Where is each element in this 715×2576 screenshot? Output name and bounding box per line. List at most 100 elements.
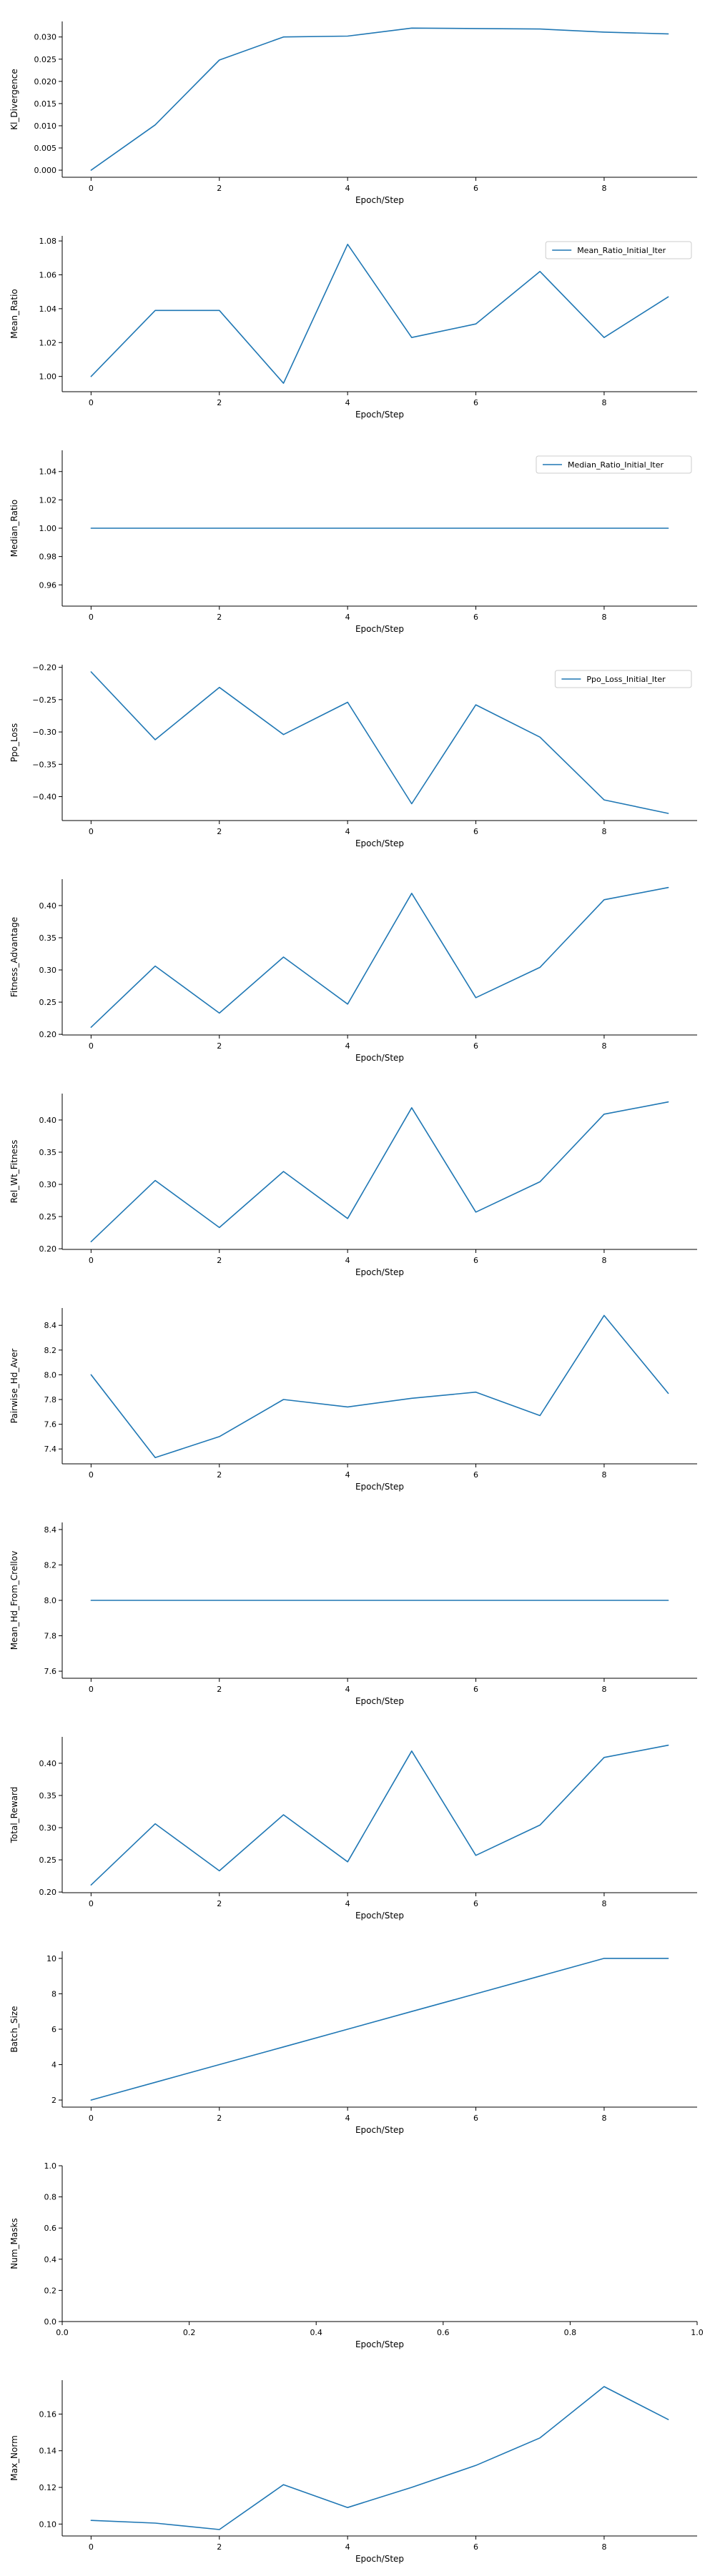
series-line <box>91 1315 668 1457</box>
x-tick-label: 8 <box>601 398 606 407</box>
y-tick-label: 0.005 <box>34 144 57 153</box>
y-tick-label: 0.0 <box>44 2317 57 2327</box>
y-tick-label: 0.25 <box>39 1856 57 1865</box>
x-tick-label: 1.0 <box>691 2328 704 2337</box>
x-tick-label: 2 <box>217 398 222 407</box>
x-tick-label: 2 <box>217 613 222 622</box>
x-tick-label: 6 <box>473 1899 478 1908</box>
x-tick-label: 8 <box>601 1470 606 1480</box>
y-axis-label: Rel_Wt_Fitness <box>9 1140 19 1204</box>
y-axis-label: Total_Reward <box>9 1787 19 1844</box>
x-axis-label: Epoch/Step <box>355 838 404 848</box>
y-tick-label: 6 <box>51 2025 56 2034</box>
x-tick-label: 0 <box>89 1685 94 1694</box>
y-tick-label: 0.40 <box>39 1759 57 1768</box>
y-tick-label: 0.000 <box>34 166 57 175</box>
x-axis-label: Epoch/Step <box>355 1267 404 1277</box>
y-tick-label: 0.25 <box>39 998 57 1007</box>
y-tick-label: 0.16 <box>39 2409 57 2419</box>
y-tick-label: 1.00 <box>39 372 57 382</box>
x-tick-label: 2 <box>217 1899 222 1908</box>
x-tick-label: 2 <box>217 1470 222 1480</box>
y-tick-label: 0.12 <box>39 2483 57 2492</box>
y-tick-label: 0.30 <box>39 1180 57 1189</box>
y-tick-label: 0.30 <box>39 966 57 975</box>
x-tick-label: 6 <box>473 398 478 407</box>
x-axis-label: Epoch/Step <box>355 1053 404 1063</box>
y-axis-label: Batch_Size <box>9 2006 19 2052</box>
series-line <box>91 28 668 170</box>
x-axis-label: Epoch/Step <box>355 1696 404 1706</box>
y-tick-label: 0.20 <box>39 1030 57 1039</box>
x-tick-label: 8 <box>601 184 606 193</box>
x-tick-label: 0.2 <box>183 2328 196 2337</box>
series-line <box>91 244 668 383</box>
x-axis-label: Epoch/Step <box>355 410 404 420</box>
x-tick-label: 4 <box>345 398 350 407</box>
x-tick-label: 8 <box>601 1256 606 1265</box>
x-tick-label: 2 <box>217 1685 222 1694</box>
y-tick-label: −0.20 <box>32 663 56 673</box>
x-axis-label: Epoch/Step <box>355 1911 404 1921</box>
y-tick-label: 1.00 <box>39 524 57 533</box>
x-tick-label: 2 <box>217 2114 222 2123</box>
y-tick-label: 0.40 <box>39 901 57 911</box>
y-tick-label: 1.02 <box>39 338 57 347</box>
y-tick-label: 0.35 <box>39 1148 57 1157</box>
x-tick-label: 6 <box>473 1685 478 1694</box>
series-line <box>91 1958 668 2100</box>
x-tick-label: 8 <box>601 2114 606 2123</box>
x-tick-label: 0 <box>89 2114 94 2123</box>
x-tick-label: 2 <box>217 827 222 836</box>
y-tick-label: 7.4 <box>44 1445 57 1454</box>
x-tick-label: 4 <box>345 1470 350 1480</box>
y-tick-label: 0.6 <box>44 2224 57 2233</box>
y-tick-label: 0.015 <box>34 99 57 109</box>
x-tick-label: 4 <box>345 1256 350 1265</box>
x-tick-label: 0.6 <box>437 2328 450 2337</box>
x-tick-label: 4 <box>345 2542 350 2552</box>
y-axis-label: Mean_Ratio <box>9 289 19 339</box>
x-tick-label: 8 <box>601 1041 606 1051</box>
y-tick-label: 1.04 <box>39 304 57 314</box>
y-tick-label: 0.14 <box>39 2447 57 2456</box>
y-tick-label: 7.6 <box>44 1420 57 1430</box>
x-tick-label: 6 <box>473 1470 478 1480</box>
y-tick-label: 8.0 <box>44 1596 57 1605</box>
y-tick-label: −0.30 <box>32 728 56 737</box>
y-axis-label: Pairwise_Hd_Aver <box>9 1349 19 1424</box>
y-tick-label: 0.8 <box>44 2193 57 2202</box>
x-tick-label: 8 <box>601 1685 606 1694</box>
x-tick-label: 4 <box>345 827 350 836</box>
y-tick-label: 2 <box>51 2096 56 2105</box>
y-axis-label: Ppo_Loss <box>9 723 19 763</box>
x-tick-label: 2 <box>217 2542 222 2552</box>
x-tick-label: 4 <box>345 2114 350 2123</box>
y-tick-label: 1.06 <box>39 271 57 280</box>
x-tick-label: 8 <box>601 1899 606 1908</box>
y-tick-label: 10 <box>46 1954 56 1963</box>
y-tick-label: −0.35 <box>32 760 56 769</box>
x-tick-label: 6 <box>473 827 478 836</box>
y-axis-label: Max_Norm <box>9 2435 19 2481</box>
y-tick-label: −0.40 <box>32 793 56 802</box>
x-axis-label: Epoch/Step <box>355 1482 404 1492</box>
x-tick-label: 4 <box>345 1041 350 1051</box>
x-tick-label: 2 <box>217 1256 222 1265</box>
x-tick-label: 0 <box>89 1256 94 1265</box>
x-tick-label: 0.4 <box>310 2328 322 2337</box>
y-tick-label: 0.20 <box>39 1888 57 1897</box>
y-axis-label: Median_Ratio <box>9 500 19 557</box>
y-tick-label: 8.4 <box>44 1321 57 1330</box>
y-axis-label: Num_Masks <box>9 2218 19 2269</box>
x-tick-label: 6 <box>473 1041 478 1051</box>
x-tick-label: 6 <box>473 2114 478 2123</box>
y-tick-label: 8.4 <box>44 1525 57 1535</box>
legend: Ppo_Loss_Initial_Iter <box>555 670 691 688</box>
legend-label: Mean_Ratio_Initial_Iter <box>577 246 666 255</box>
